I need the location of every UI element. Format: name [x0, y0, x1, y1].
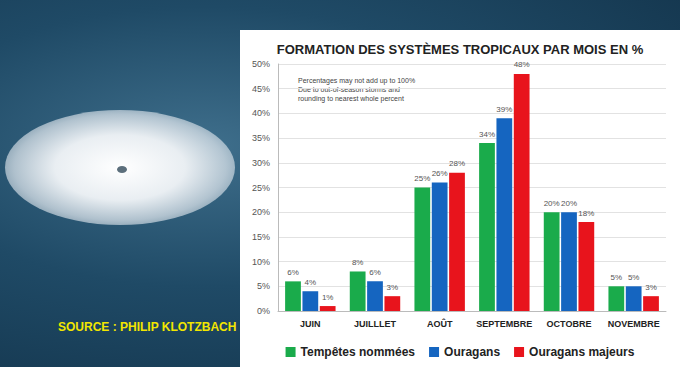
svg-text:0%: 0%: [257, 306, 270, 316]
svg-text:39%: 39%: [496, 105, 512, 114]
svg-text:18%: 18%: [578, 209, 594, 218]
svg-text:25%: 25%: [252, 183, 270, 193]
svg-text:4%: 4%: [305, 278, 317, 287]
svg-text:1%: 1%: [322, 293, 334, 302]
svg-text:rounding to nearest whole perc: rounding to nearest whole percent: [298, 95, 404, 103]
svg-text:3%: 3%: [645, 283, 657, 292]
svg-text:5%: 5%: [257, 281, 270, 291]
svg-text:8%: 8%: [352, 258, 364, 267]
svg-text:15%: 15%: [252, 232, 270, 242]
svg-text:NOVEMBRE: NOVEMBRE: [608, 319, 660, 329]
svg-text:OCTOBRE: OCTOBRE: [547, 319, 592, 329]
svg-text:SEPTEMBRE: SEPTEMBRE: [476, 319, 532, 329]
svg-text:JUILLLET: JUILLLET: [354, 319, 397, 329]
svg-text:20%: 20%: [544, 199, 560, 208]
svg-text:40%: 40%: [252, 108, 270, 118]
svg-text:20%: 20%: [561, 199, 577, 208]
svg-text:Percentages may not add up to: Percentages may not add up to 100%: [298, 77, 415, 85]
svg-text:Due to out-of-season storms an: Due to out-of-season storms and: [298, 86, 400, 93]
svg-text:Ouragans: Ouragans: [444, 345, 500, 359]
svg-text:50%: 50%: [252, 59, 270, 69]
svg-text:5%: 5%: [611, 273, 623, 282]
svg-text:3%: 3%: [387, 283, 399, 292]
svg-text:20%: 20%: [252, 207, 270, 217]
svg-text:28%: 28%: [449, 159, 465, 168]
svg-text:AOÛT: AOÛT: [427, 318, 453, 329]
svg-text:5%: 5%: [628, 273, 640, 282]
svg-text:34%: 34%: [479, 130, 495, 139]
svg-text:30%: 30%: [252, 158, 270, 168]
svg-text:48%: 48%: [514, 60, 530, 69]
svg-text:JUIN: JUIN: [300, 319, 321, 329]
svg-text:FORMATION DES SYSTÈMES TROPICA: FORMATION DES SYSTÈMES TROPICAUX PAR MOI…: [277, 42, 644, 57]
svg-text:6%: 6%: [369, 268, 381, 277]
html-text:SOURCE : PHILIP KLOTZBACH: SOURCE : PHILIP KLOTZBACH: [58, 320, 237, 334]
svg-text:25%: 25%: [414, 174, 430, 183]
svg-text:Tempêtes nommées: Tempêtes nommées: [301, 345, 416, 359]
svg-text:26%: 26%: [432, 169, 448, 178]
svg-text:35%: 35%: [252, 133, 270, 143]
svg-text:Ouragans majeurs: Ouragans majeurs: [529, 345, 635, 359]
svg-text:10%: 10%: [252, 257, 270, 267]
svg-text:6%: 6%: [287, 268, 299, 277]
svg-text:45%: 45%: [252, 84, 270, 94]
